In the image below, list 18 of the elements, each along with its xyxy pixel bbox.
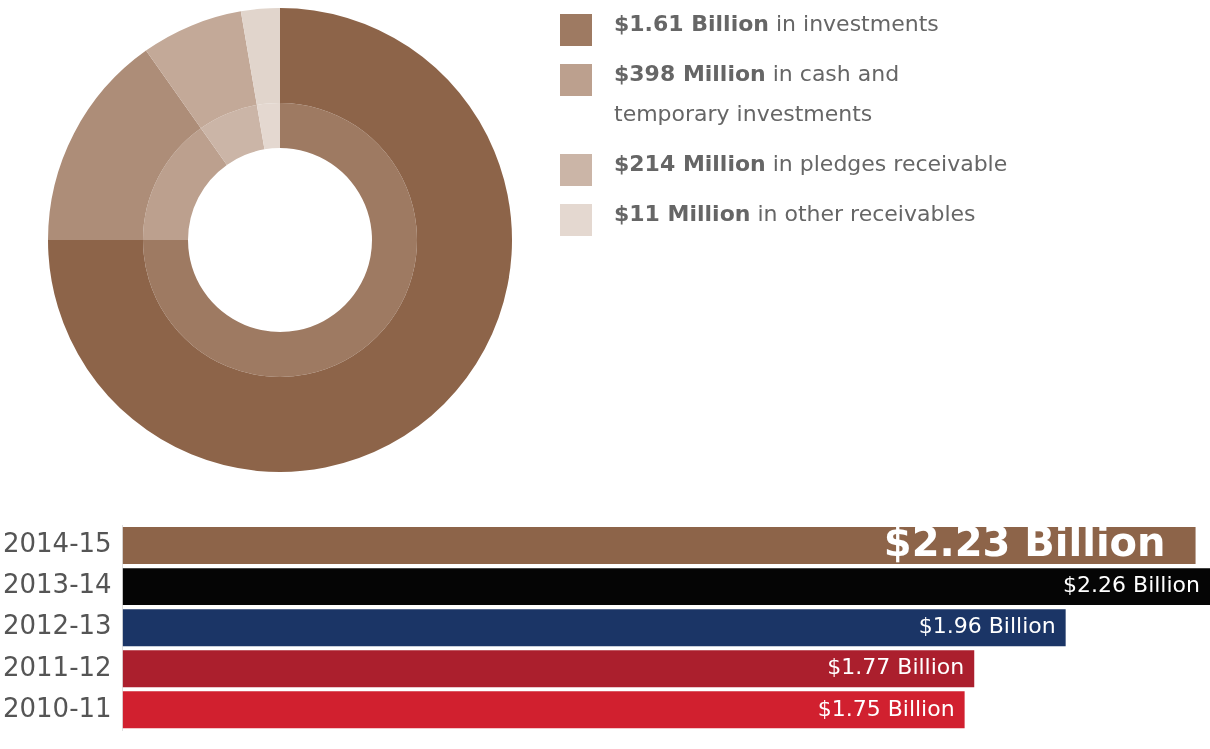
data-label: $2.26 Billion — [1063, 572, 1200, 598]
bar — [122, 650, 975, 688]
data-label: $1.75 Billion — [817, 695, 955, 721]
legend-label: $214 Million in pledges receivable — [614, 151, 1008, 176]
y-tick-label: 2013-14 — [2, 569, 112, 600]
data-label: $1.77 Billion — [827, 654, 965, 680]
legend-label: $11 Million in other receivables — [614, 201, 976, 226]
y-tick-label: 2012-13 — [2, 610, 112, 641]
bar — [122, 568, 1210, 606]
data-label: $1.96 Billion — [918, 613, 1056, 639]
bar — [122, 691, 965, 729]
legend-label: $1.61 Billion in investments — [614, 11, 939, 36]
y-tick-label: 2014-15 — [2, 528, 112, 559]
bar — [122, 609, 1066, 647]
y-tick-label: 2010-11 — [2, 692, 112, 723]
y-tick-label: 2011-12 — [2, 651, 112, 682]
bar — [122, 527, 1196, 565]
data-label: $2.23 Billion — [883, 518, 1166, 565]
